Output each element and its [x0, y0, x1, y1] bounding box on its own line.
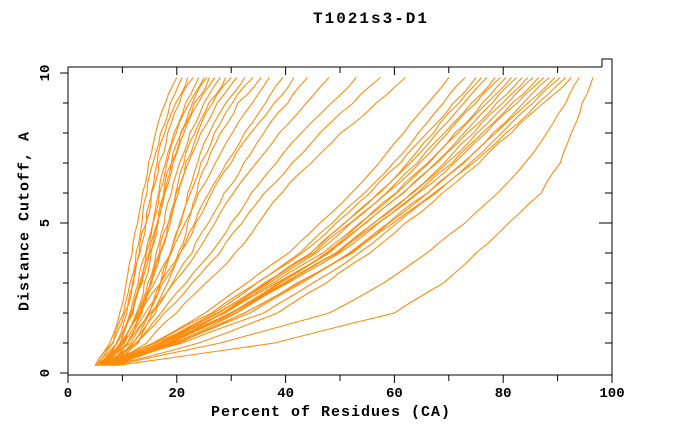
model-curve — [97, 77, 183, 366]
model-curve — [103, 77, 254, 366]
model-curve — [95, 77, 501, 367]
x-tick-label: 100 — [599, 386, 624, 402]
model-curve — [105, 77, 284, 366]
model-curve — [114, 77, 580, 367]
model-curve — [100, 77, 232, 366]
model-curve — [100, 77, 556, 367]
x-tick-label: 60 — [386, 386, 403, 402]
model-curve — [94, 77, 194, 366]
model-curve — [111, 77, 529, 367]
chart-title: T1021s3-D1 — [312, 10, 430, 28]
model-curve — [100, 77, 450, 367]
model-curve — [97, 77, 477, 367]
x-tick-label: 20 — [168, 386, 185, 402]
model-curve — [97, 77, 523, 367]
model-curve — [108, 77, 308, 366]
model-curve — [97, 77, 205, 366]
model-curve — [100, 77, 330, 366]
model-curve — [105, 77, 357, 366]
model-curve — [103, 77, 382, 366]
model-curve — [103, 77, 534, 367]
model-curve — [103, 77, 567, 367]
model-curve — [94, 77, 216, 366]
model-curve — [116, 77, 594, 367]
model-curve — [97, 77, 295, 366]
x-tick-label: 80 — [495, 386, 512, 402]
model-curve — [113, 77, 507, 367]
y-tick-label: 10 — [38, 65, 54, 82]
x-tick-label: 40 — [277, 386, 294, 402]
model-curve — [100, 77, 270, 366]
model-curve — [95, 77, 545, 367]
model-curve — [108, 77, 246, 366]
model-curve — [111, 77, 406, 366]
model-curve — [100, 77, 512, 367]
x-tick-label: 0 — [64, 386, 72, 402]
model-curve — [94, 77, 178, 366]
x-axis-title: Percent of Residues (CA) — [210, 404, 452, 421]
model-curve — [111, 77, 572, 367]
model-curve — [108, 77, 561, 367]
y-tick-label: 5 — [38, 219, 54, 227]
y-tick-label: 0 — [38, 369, 54, 377]
model-curve — [105, 77, 466, 367]
